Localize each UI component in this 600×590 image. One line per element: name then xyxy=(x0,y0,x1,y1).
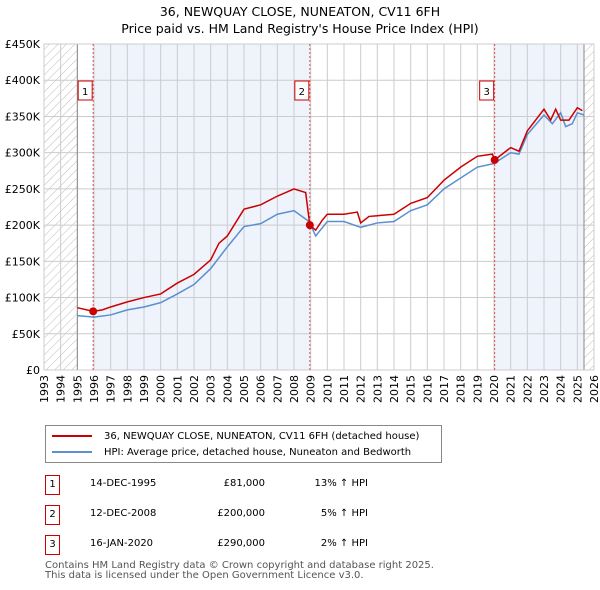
legend: 36, NEWQUAY CLOSE, NUNEATON, CV11 6FH (d… xyxy=(45,425,442,463)
legend-label-property: 36, NEWQUAY CLOSE, NUNEATON, CV11 6FH (d… xyxy=(104,430,420,442)
x-tick-label: 2002 xyxy=(188,375,201,403)
y-tick-label: £300K xyxy=(5,147,41,160)
sale-point xyxy=(89,307,98,316)
x-tick-label: 1994 xyxy=(55,375,68,403)
y-tick-label: £350K xyxy=(5,110,41,123)
x-tick-label: 2023 xyxy=(538,375,551,403)
chart-title: 36, NEWQUAY CLOSE, NUNEATON, CV11 6FH xyxy=(159,4,441,19)
ownership-shade-3 xyxy=(494,44,584,370)
legend-label-hpi: HPI: Average price, detached house, Nune… xyxy=(104,446,412,458)
plot-area: 1993 1994 1995 1996 1997 1998 1999 2000 2001 2002… xyxy=(5,38,600,403)
footer-line-1: Contains HM Land Registry data © Crown c… xyxy=(45,560,434,571)
sale-point xyxy=(305,221,314,230)
footer-line-2: This data is licensed under the Open Gov… xyxy=(45,570,364,581)
sale-label: 3 xyxy=(483,87,489,98)
sale-row: 3 16-JAN-2020 £290,000 2% ↑ HPI xyxy=(45,535,445,555)
ownership-shade-1 xyxy=(93,44,310,370)
no-data-region-right xyxy=(584,44,594,370)
x-tick-label: 2026 xyxy=(588,375,600,403)
x-tick-label: 2016 xyxy=(421,375,434,403)
y-tick-label: £450K xyxy=(5,38,41,51)
sale-label: 2 xyxy=(299,87,305,98)
sale-price: £290,000 xyxy=(217,538,265,549)
sale-row: 2 12-DEC-2008 £200,000 5% ↑ HPI xyxy=(45,505,445,525)
sale-point xyxy=(490,155,499,164)
x-tick-label: 2009 xyxy=(305,375,318,403)
y-tick-label: £400K xyxy=(5,74,41,87)
x-tick-label: 1999 xyxy=(138,375,151,403)
sale-row: 1 14-DEC-1995 £81,000 13% ↑ HPI xyxy=(45,475,445,495)
x-tick-label: 2013 xyxy=(371,375,384,403)
x-tick-label: 2008 xyxy=(288,375,301,403)
x-tick-label: 2017 xyxy=(438,375,451,403)
x-tick-label: 1996 xyxy=(88,375,101,403)
y-tick-label: £100K xyxy=(5,292,41,305)
x-tick-label: 2006 xyxy=(255,375,268,403)
x-tick-label: 1993 xyxy=(38,375,51,403)
sale-price: £81,000 xyxy=(223,478,265,489)
x-tick-label: 2015 xyxy=(405,375,418,403)
x-tick-label: 2019 xyxy=(471,375,484,403)
x-tick-label: 1997 xyxy=(105,375,118,403)
x-tick-label: 2022 xyxy=(521,375,534,403)
y-tick-label: £250K xyxy=(5,183,41,196)
sale-label-box xyxy=(294,80,310,101)
x-tick-label: 2014 xyxy=(388,375,401,403)
x-tick-label: 1998 xyxy=(121,375,134,403)
sale-hpi-diff: 5% ↑ HPI xyxy=(320,508,368,519)
y-tick-label: £0 xyxy=(26,364,40,377)
sale-number: 3 xyxy=(45,535,60,555)
x-tick-label: 1995 xyxy=(71,375,84,403)
x-tick-label: 2005 xyxy=(238,375,251,403)
x-tick-label: 2024 xyxy=(555,375,568,403)
chart-subtitle: Price paid vs. HM Land Registry's House … xyxy=(121,21,479,36)
x-tick-label: 2025 xyxy=(571,375,584,403)
x-tick-label: 2011 xyxy=(338,375,351,403)
x-tick-label: 2021 xyxy=(505,375,518,403)
x-tick-label: 2010 xyxy=(321,375,334,403)
x-tick-label: 2000 xyxy=(155,375,168,403)
x-tick-label: 2012 xyxy=(355,375,368,403)
legend-swatch-property xyxy=(52,435,92,437)
sale-date: 16-JAN-2020 xyxy=(90,538,154,549)
x-tick-label: 2018 xyxy=(455,375,468,403)
sale-hpi-diff: 13% ↑ HPI xyxy=(314,478,368,489)
x-tick-label: 2003 xyxy=(205,375,218,403)
sale-label: 1 xyxy=(82,87,88,98)
sale-hpi-diff: 2% ↑ HPI xyxy=(320,538,368,549)
property-price-line xyxy=(77,106,583,313)
x-tick-label: 2007 xyxy=(271,375,284,403)
x-tick-label: 2004 xyxy=(221,375,234,403)
sale-number: 2 xyxy=(45,505,60,525)
y-tick-label: £150K xyxy=(5,255,41,268)
footer: Contains HM Land Registry data © Crown c… xyxy=(45,561,434,581)
x-tick-label: 2020 xyxy=(488,375,501,403)
legend-swatch-hpi xyxy=(52,451,92,453)
sale-number: 1 xyxy=(45,475,60,495)
sale-price: £200,000 xyxy=(217,508,265,519)
x-tick-label: 2001 xyxy=(171,375,184,403)
sale-date: 12-DEC-2008 xyxy=(90,508,157,519)
hpi-line xyxy=(77,111,585,318)
sale-label-box xyxy=(479,80,495,101)
sale-label-box xyxy=(77,80,93,101)
plot-border xyxy=(43,43,595,371)
y-tick-label: £200K xyxy=(5,219,41,232)
sale-date: 14-DEC-1995 xyxy=(90,478,157,489)
y-tick-label: £50K xyxy=(12,328,41,341)
